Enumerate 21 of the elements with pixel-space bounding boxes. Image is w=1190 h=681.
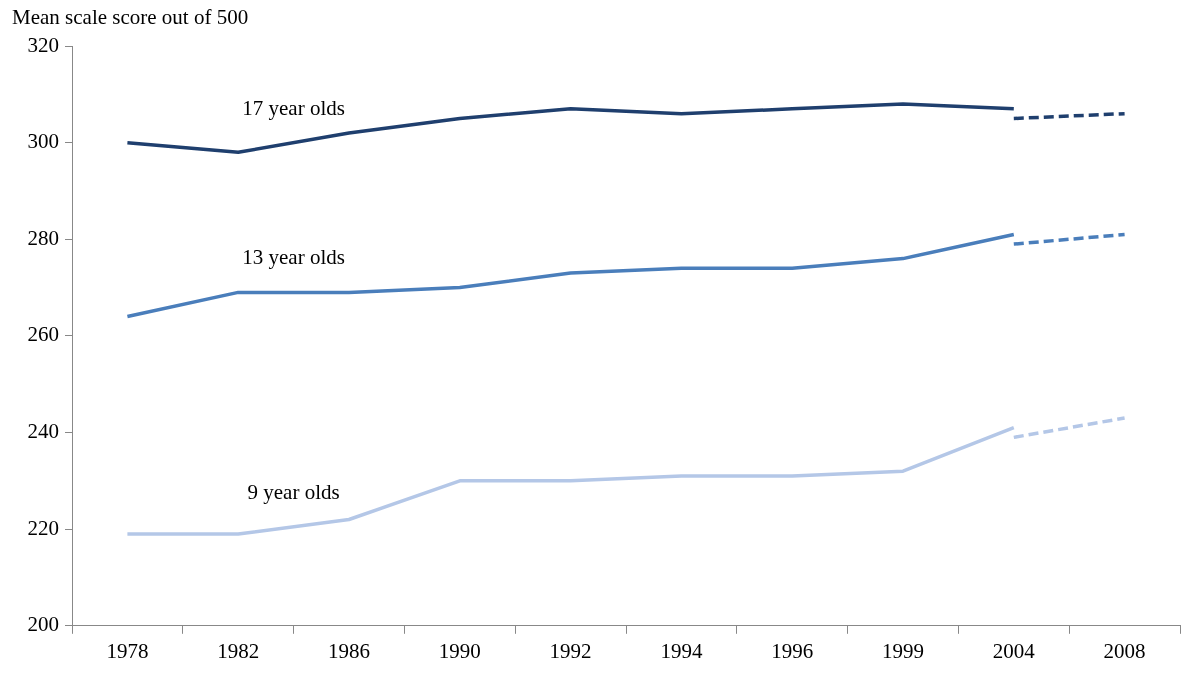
y-tick-label: 320 xyxy=(27,32,59,57)
x-tick-label: 1982 xyxy=(217,638,260,663)
x-tick-label: 2008 xyxy=(1103,638,1146,663)
x-tick-label: 1999 xyxy=(882,638,924,663)
y-tick-label: 220 xyxy=(27,515,59,540)
y-tick-label: 260 xyxy=(27,322,59,347)
series-label: 13 year olds xyxy=(242,245,345,270)
x-tick-label: 1994 xyxy=(660,638,703,663)
x-tick-label: 1996 xyxy=(771,638,814,663)
y-tick-label: 240 xyxy=(27,419,59,444)
x-tick-label: 1992 xyxy=(549,638,592,663)
x-tick-label: 1986 xyxy=(328,638,370,663)
y-tick-label: 300 xyxy=(27,129,59,154)
y-tick-label: 280 xyxy=(27,225,59,250)
series-label: 9 year olds xyxy=(247,479,340,504)
y-axis-title: Mean scale score out of 500 xyxy=(12,5,249,29)
y-tick-label: 200 xyxy=(27,612,59,637)
x-tick-label: 1978 xyxy=(106,638,149,663)
series-label: 17 year olds xyxy=(242,95,345,120)
x-tick-label: 1990 xyxy=(438,638,481,663)
x-tick-label: 2004 xyxy=(992,638,1036,663)
